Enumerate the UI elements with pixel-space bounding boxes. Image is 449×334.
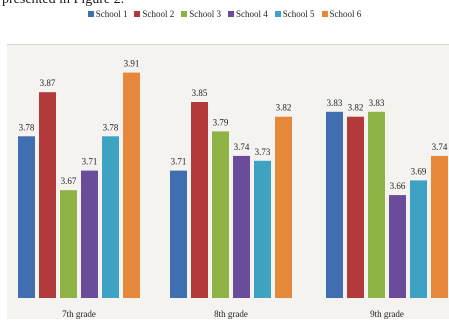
legend-swatch <box>87 11 94 17</box>
caption-fragment: presented in Figure 2. <box>2 0 124 8</box>
bar-value-label: 3.83 <box>369 98 385 108</box>
bar-value-label: 3.85 <box>192 88 208 98</box>
bar-value-label: 3.74 <box>234 142 250 152</box>
bar-value-label: 3.78 <box>103 122 119 132</box>
bar <box>170 170 187 298</box>
legend-swatch <box>228 11 234 17</box>
bar-value-label: 3.69 <box>411 166 427 176</box>
legend-item: School 4 <box>228 9 268 19</box>
bar <box>81 170 98 298</box>
bar <box>410 180 427 298</box>
bar <box>60 190 77 298</box>
chart-plot-area: 3.78 3.87 3.67 3.71 3.78 3.91 7th grade 3.71 3.8… <box>7 44 449 319</box>
legend-item: School 6 <box>321 9 362 19</box>
bar-value-label: 3.71 <box>171 157 187 167</box>
legend-label: School 4 <box>236 9 268 19</box>
bar-value-label: 3.73 <box>255 147 271 157</box>
legend-swatch <box>181 11 188 17</box>
bar-value-label: 3.83 <box>327 98 343 108</box>
bar <box>275 116 292 298</box>
bar-value-label: 3.71 <box>82 157 98 167</box>
legend-item: School 1 <box>87 9 128 19</box>
legend-swatch <box>274 11 281 17</box>
bar <box>191 102 208 298</box>
bar <box>123 72 140 298</box>
legend-label: School 3 <box>189 9 221 19</box>
bar-chart: 3.78 3.87 3.67 3.71 3.78 3.91 7th grade 3.71 3.8… <box>18 59 448 319</box>
bar-value-label: 3.82 <box>348 103 364 113</box>
bar-value-label: 3.87 <box>40 78 56 88</box>
category-label: 8th grade <box>214 309 248 319</box>
legend-label: School 5 <box>282 9 315 19</box>
bar <box>212 131 229 298</box>
bar-value-label: 3.82 <box>276 103 292 113</box>
bar <box>102 136 119 298</box>
bar-value-label: 3.66 <box>390 181 406 191</box>
legend-item: School 2 <box>134 9 174 19</box>
legend-label: School 6 <box>329 9 362 19</box>
legend-item: School 5 <box>274 9 315 19</box>
bar <box>347 116 364 298</box>
chart-legend: School 1 School 2 School 3 School 4 School 5… <box>0 9 449 19</box>
bar <box>254 160 271 298</box>
bar-value-label: 3.91 <box>124 59 140 69</box>
bar <box>39 92 56 298</box>
category-label: 9th grade <box>370 309 404 319</box>
bar <box>389 195 406 298</box>
bar-value-label: 3.74 <box>432 142 448 152</box>
bar <box>18 136 35 298</box>
category-label: 7th grade <box>62 309 96 319</box>
bar <box>431 155 448 298</box>
legend-item: School 3 <box>181 9 221 19</box>
bar <box>326 111 343 298</box>
legend-swatch <box>134 11 141 17</box>
bar-value-label: 3.67 <box>61 176 77 186</box>
legend-swatch <box>321 11 328 17</box>
legend-label: School 1 <box>95 9 128 19</box>
legend-label: School 2 <box>142 9 175 19</box>
bar <box>233 155 250 298</box>
bar-value-label: 3.79 <box>213 117 229 127</box>
bar <box>368 111 385 298</box>
bar-value-label: 3.78 <box>19 122 35 132</box>
